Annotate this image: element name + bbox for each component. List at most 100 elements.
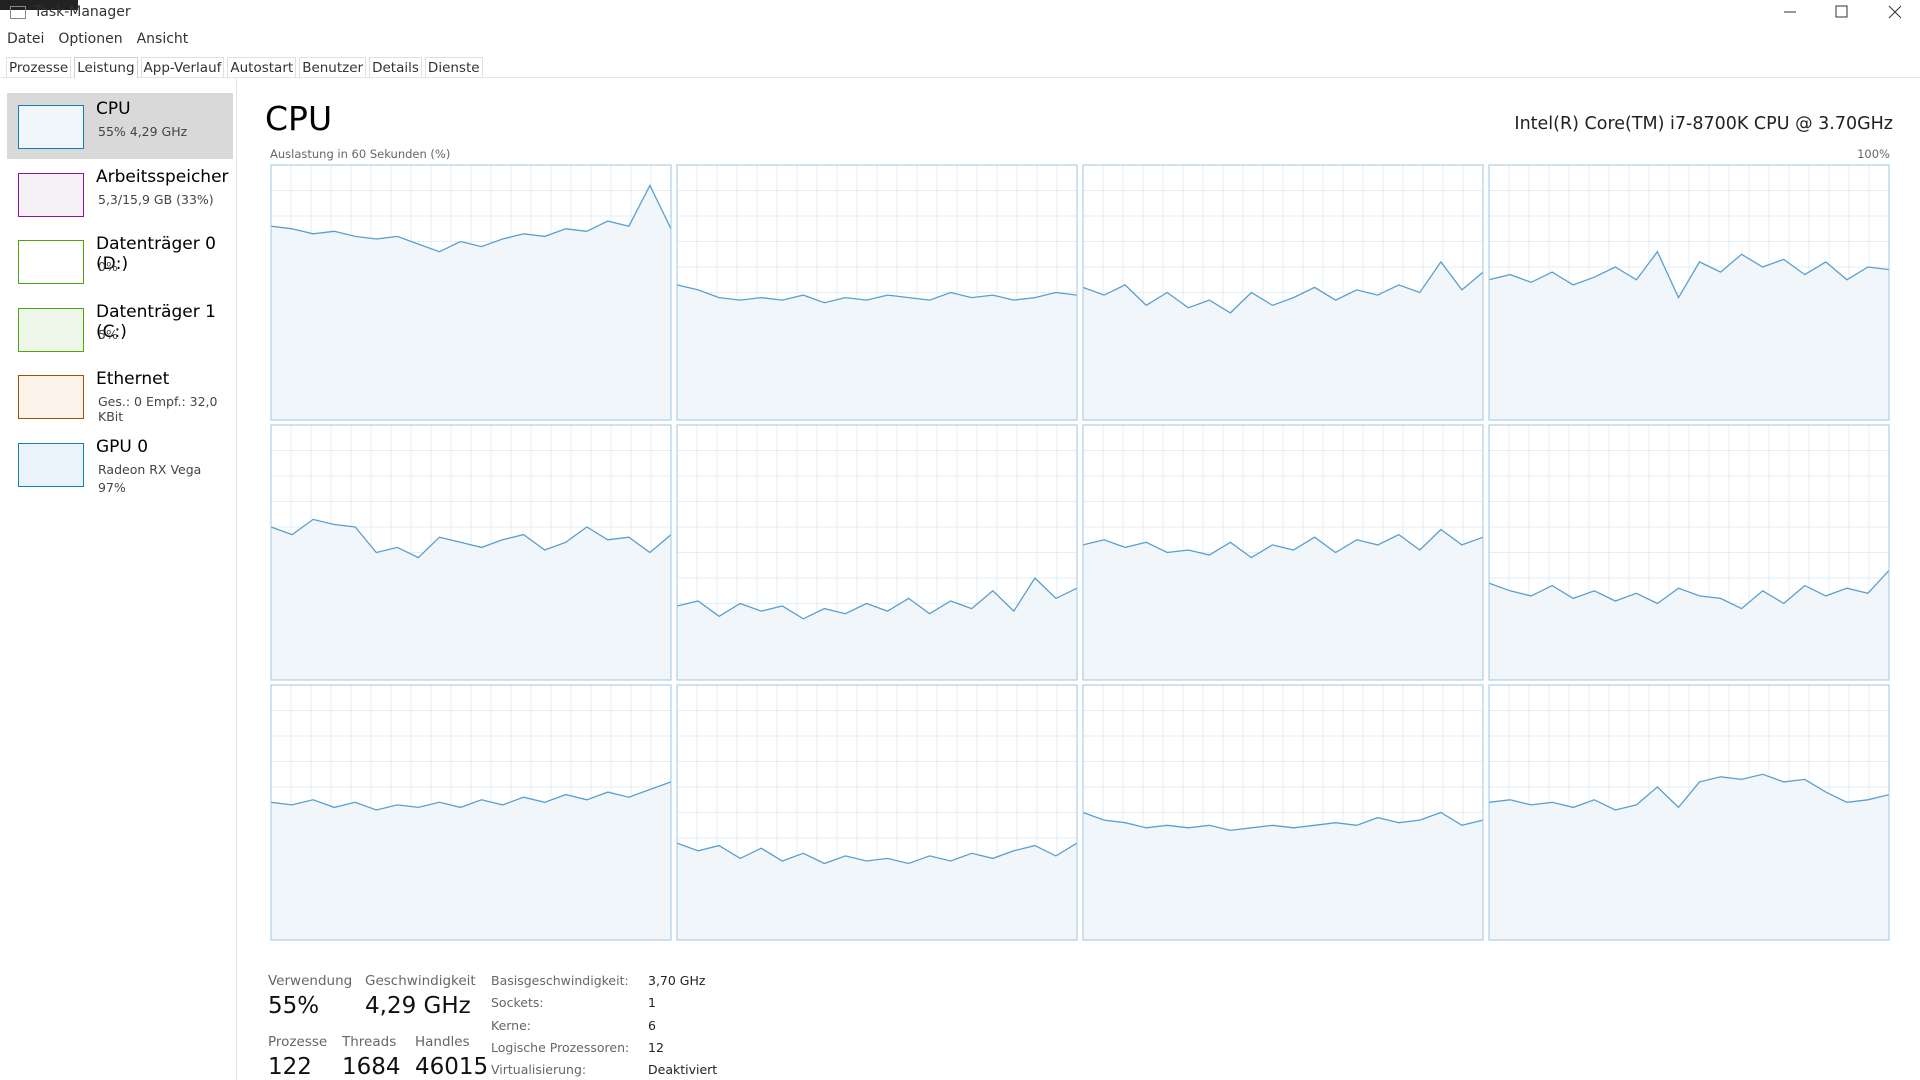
tab[interactable]: Details [369, 57, 422, 78]
stat-label: Prozesse [268, 1034, 328, 1050]
graph-line [1082, 811, 1484, 832]
sidebar-item[interactable]: CPU 55% 4,29 GHz [7, 93, 233, 159]
graph-line [676, 842, 1078, 865]
item-detail: 5,3/15,9 GB (33%) [98, 191, 214, 207]
detail-value: Deaktiviert [648, 1062, 718, 1078]
graph-border [270, 424, 672, 681]
detail-value: 3,70 GHz [648, 973, 706, 988]
graph-area [271, 185, 671, 420]
sidebar: CPU 55% 4,29 GHz Arbeitsspeicher 5,3/15,9 G… [0, 78, 237, 1080]
detail-value: 12 [648, 1039, 664, 1055]
graph-line [676, 576, 1078, 620]
item-detail: 0% [98, 259, 118, 274]
item-detail: 5% [98, 326, 118, 342]
item-name: Ethernet [96, 369, 170, 389]
stat-value: 1684 [342, 1054, 401, 1080]
graph-border [1488, 684, 1890, 941]
detail-label: Basisgeschwindigkeit: [491, 973, 629, 988]
stat-value: 55% [268, 993, 320, 1019]
stat-value: 46015 [415, 1054, 489, 1080]
detail-label: Logische Prozessoren: [491, 1039, 630, 1055]
tab[interactable]: Benutzer [299, 57, 367, 78]
stat-value: 4,29 GHz [365, 993, 471, 1019]
graph-border [1082, 424, 1484, 681]
item-detail: Radeon RX Vega [98, 461, 202, 477]
item-name: Datenträger 1 (C:) [96, 301, 216, 342]
graph-area [1083, 261, 1483, 420]
detail-label: Sockets: [491, 995, 544, 1011]
graph-border [676, 424, 1078, 681]
thumbnail [18, 240, 84, 284]
thumbnail [18, 375, 84, 419]
sidebar-item[interactable]: Arbeitsspeicher 5,3/15,9 GB (33%) [7, 161, 233, 227]
tab-divider [0, 77, 1920, 78]
core-graphs [270, 164, 1890, 941]
graph-area [1489, 251, 1889, 420]
tab[interactable]: Prozesse [6, 57, 72, 78]
stat-value: 122 [268, 1054, 312, 1080]
graph-border [270, 684, 672, 941]
graph-border [1082, 164, 1484, 421]
thumbnail [18, 105, 84, 149]
graph-area [1489, 774, 1889, 940]
window-title: Task-Manager [34, 4, 131, 20]
item-name: GPU 0 [96, 436, 149, 457]
graph-border [676, 684, 1078, 941]
stat-label: Geschwindigkeit [365, 973, 476, 989]
thumbnail [18, 172, 84, 217]
graph-area [1083, 812, 1483, 940]
graph-area [271, 781, 671, 940]
menu-item[interactable]: Optionen [58, 31, 123, 47]
graph-area [1489, 570, 1889, 680]
graph-area [1083, 529, 1483, 680]
item-name: Arbeitsspeicher [96, 166, 229, 187]
tab[interactable]: Dienste [424, 57, 483, 78]
item-name: Datenträger 0 (D:) [96, 234, 216, 274]
sidebar-item[interactable]: Datenträger 0 (D:) 0% [7, 228, 233, 294]
close-button[interactable] [1888, 5, 1902, 19]
graph-line [1082, 260, 1484, 314]
detail-value: 1 [648, 995, 656, 1011]
stat-label: Verwendung [268, 973, 353, 989]
heading: CPU [265, 99, 333, 138]
graph-area [677, 578, 1077, 680]
tab[interactable]: App-Verlauf [140, 57, 225, 78]
graph-max-label: 100% [1857, 147, 1890, 161]
thumbnail [18, 442, 84, 487]
app-icon [10, 6, 26, 19]
tab[interactable]: Autostart [227, 57, 297, 78]
graph-line [270, 518, 672, 559]
graph-border [676, 164, 1078, 421]
graph-line [676, 284, 1078, 304]
item-name: CPU [96, 99, 131, 119]
graph-label: Auslastung in 60 Sekunden (%) [270, 147, 451, 161]
window-controls [1784, 5, 1902, 19]
maximize-button[interactable] [1835, 5, 1848, 18]
menu-item[interactable]: Ansicht [136, 31, 189, 47]
sidebar-item[interactable]: GPU 0 Radeon RX Vega 97% [7, 431, 233, 497]
detail-label: Kerne: [491, 1017, 532, 1033]
stat-label: Handles [415, 1034, 470, 1050]
graph-border [1082, 684, 1484, 941]
graph-line [1488, 773, 1890, 811]
item-detail: 55% 4,29 GHz [98, 124, 188, 139]
detail-value: 6 [648, 1017, 656, 1033]
item-detail: 97% [98, 479, 126, 495]
graph-border [1488, 424, 1890, 681]
graph-line [270, 781, 672, 811]
thumbnail [18, 307, 84, 352]
graph-border [270, 164, 672, 421]
sidebar-item[interactable]: Datenträger 1 (C:) 5% [7, 296, 233, 362]
graph-area [677, 843, 1077, 940]
tab[interactable]: Leistung [74, 57, 138, 78]
stat-label: Threads [342, 1034, 397, 1050]
graph-border [1488, 164, 1890, 421]
sidebar-item[interactable]: Ethernet Ges.: 0 Empf.: 32,0 KBit [7, 363, 233, 429]
processor-name: Intel(R) Core(TM) i7-8700K CPU @ 3.70GHz [1514, 114, 1893, 134]
graph-area [271, 519, 671, 680]
graph-line [1488, 569, 1890, 610]
menu-item[interactable]: Datei [7, 31, 45, 47]
graph-area [677, 284, 1077, 420]
